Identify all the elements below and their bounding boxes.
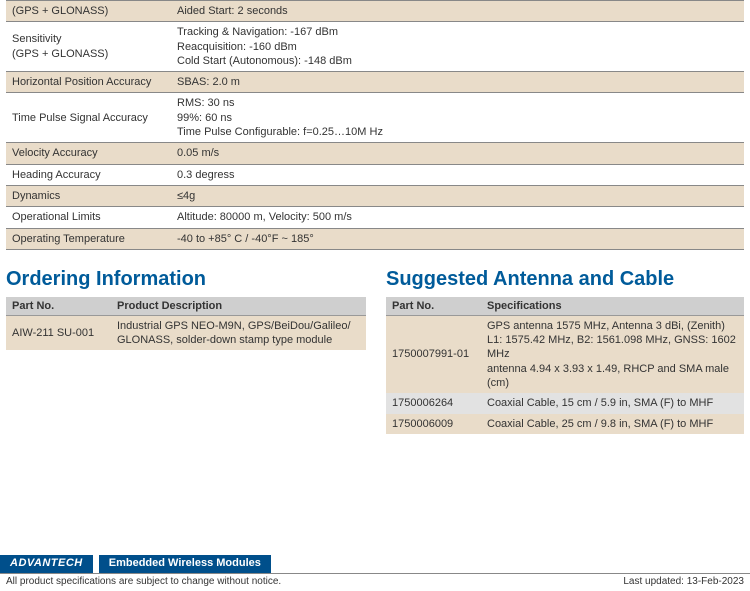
spec-row: Sensitivity(GPS + GLONASS)Tracking & Nav… bbox=[6, 22, 744, 72]
spec-row: Time Pulse Signal AccuracyRMS: 30 ns99%:… bbox=[6, 93, 744, 143]
ordering-header-desc: Product Description bbox=[111, 297, 366, 316]
table-row: 1750006264Coaxial Cable, 15 cm / 5.9 in,… bbox=[386, 393, 744, 413]
spec-row: Operational LimitsAltitude: 80000 m, Vel… bbox=[6, 207, 744, 228]
spec-row: Dynamics≤4g bbox=[6, 185, 744, 206]
antenna-table: Part No. Specifications 1750007991-01GPS… bbox=[386, 297, 744, 434]
spec-label: Operating Temperature bbox=[6, 228, 171, 249]
table-row: 1750007991-01GPS antenna 1575 MHz, Anten… bbox=[386, 315, 744, 393]
spec-row: (GPS + GLONASS)Aided Start: 2 seconds bbox=[6, 1, 744, 22]
spec-label: (GPS + GLONASS) bbox=[6, 1, 171, 22]
ordering-header-partno: Part No. bbox=[6, 297, 111, 316]
spec-label: Horizontal Position Accuracy bbox=[6, 72, 171, 93]
antenna-header-spec: Specifications bbox=[481, 297, 744, 316]
table-cell: Coaxial Cable, 15 cm / 5.9 in, SMA (F) t… bbox=[481, 393, 744, 413]
table-cell: 1750007991-01 bbox=[386, 315, 481, 393]
table-cell: 1750006264 bbox=[386, 393, 481, 413]
spec-table: (GPS + GLONASS)Aided Start: 2 secondsSen… bbox=[6, 0, 744, 250]
footer-updated: Last updated: 13-Feb-2023 bbox=[623, 576, 744, 587]
footer-category: Embedded Wireless Modules bbox=[99, 555, 271, 573]
page-footer: ADVANTECH Embedded Wireless Modules All … bbox=[0, 555, 750, 591]
table-cell: 1750006009 bbox=[386, 414, 481, 434]
spec-value: -40 to +85° C / -40°F ~ 185° bbox=[171, 228, 744, 249]
spec-row: Horizontal Position AccuracySBAS: 2.0 m bbox=[6, 72, 744, 93]
ordering-title: Ordering Information bbox=[6, 268, 366, 291]
spec-value: RMS: 30 ns99%: 60 nsTime Pulse Configura… bbox=[171, 93, 744, 143]
table-cell: Coaxial Cable, 25 cm / 9.8 in, SMA (F) t… bbox=[481, 414, 744, 434]
spec-row: Operating Temperature-40 to +85° C / -40… bbox=[6, 228, 744, 249]
spec-label: Heading Accuracy bbox=[6, 164, 171, 185]
brand-logo: ADVANTECH bbox=[0, 555, 93, 573]
spec-label: Operational Limits bbox=[6, 207, 171, 228]
spec-value: ≤4g bbox=[171, 185, 744, 206]
table-cell: Industrial GPS NEO-M9N, GPS/BeiDou/Galil… bbox=[111, 315, 366, 350]
spec-label: Time Pulse Signal Accuracy bbox=[6, 93, 171, 143]
table-row: 1750006009Coaxial Cable, 25 cm / 9.8 in,… bbox=[386, 414, 744, 434]
spec-label: Dynamics bbox=[6, 185, 171, 206]
antenna-title: Suggested Antenna and Cable bbox=[386, 268, 744, 291]
ordering-table: Part No. Product Description AIW-211 SU-… bbox=[6, 297, 366, 351]
footer-notice: All product specifications are subject t… bbox=[6, 576, 281, 587]
spec-label: Sensitivity(GPS + GLONASS) bbox=[6, 22, 171, 72]
table-cell: AIW-211 SU-001 bbox=[6, 315, 111, 350]
spec-value: Tracking & Navigation: -167 dBmReacquisi… bbox=[171, 22, 744, 72]
spec-label: Velocity Accuracy bbox=[6, 143, 171, 164]
spec-value: 0.3 degress bbox=[171, 164, 744, 185]
spec-row: Velocity Accuracy0.05 m/s bbox=[6, 143, 744, 164]
spec-value: 0.05 m/s bbox=[171, 143, 744, 164]
table-cell: GPS antenna 1575 MHz, Antenna 3 dBi, (Ze… bbox=[481, 315, 744, 393]
table-row: AIW-211 SU-001Industrial GPS NEO-M9N, GP… bbox=[6, 315, 366, 350]
spec-value: Altitude: 80000 m, Velocity: 500 m/s bbox=[171, 207, 744, 228]
spec-row: Heading Accuracy0.3 degress bbox=[6, 164, 744, 185]
spec-value: SBAS: 2.0 m bbox=[171, 72, 744, 93]
antenna-header-partno: Part No. bbox=[386, 297, 481, 316]
spec-value: Aided Start: 2 seconds bbox=[171, 1, 744, 22]
